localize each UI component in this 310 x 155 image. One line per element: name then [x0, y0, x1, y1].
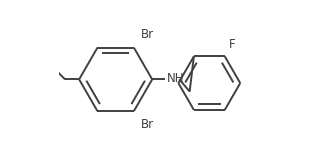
Text: Br: Br	[140, 117, 154, 131]
Text: NH: NH	[167, 72, 184, 85]
Text: Br: Br	[140, 28, 154, 41]
Text: F: F	[229, 38, 236, 51]
